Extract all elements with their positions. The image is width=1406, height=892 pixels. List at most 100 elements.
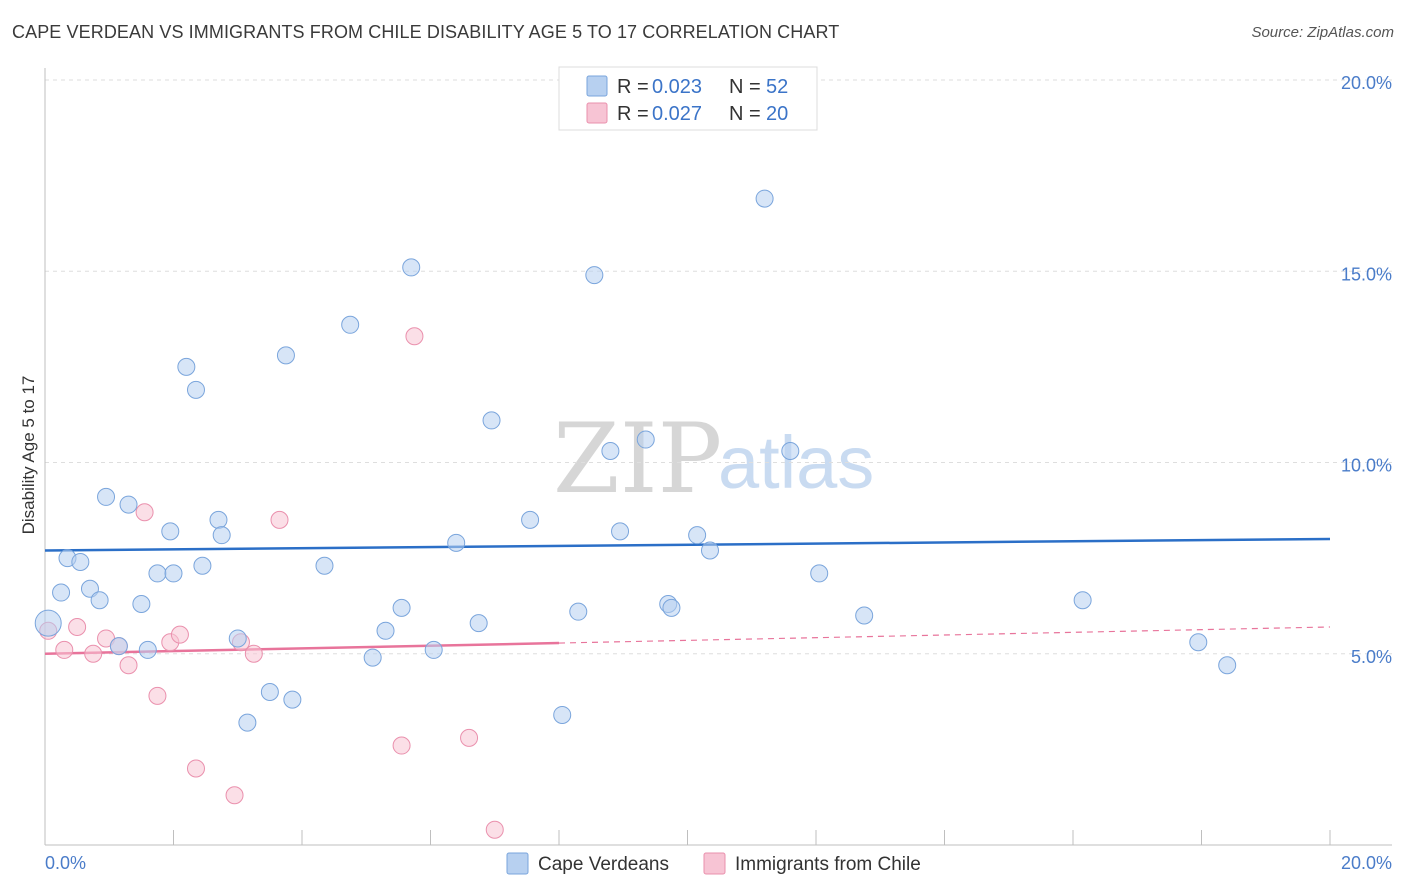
point-cape-verdeans-12: [161, 522, 180, 541]
point-cape-verdeans-6: [97, 487, 116, 506]
point-immigrants-chile-2: [68, 617, 87, 636]
point-immigrants-chile-11: [186, 759, 205, 778]
point-immigrants-chile-18: [460, 728, 479, 747]
point-immigrants-chile-10: [170, 625, 189, 644]
point-cape-verdeans-0: [34, 609, 62, 637]
point-cape-verdeans-35: [553, 705, 572, 724]
x-tick-label-min: 0.0%: [45, 853, 86, 873]
bottom-legend: Cape Verdeans Immigrants from Chile: [506, 852, 921, 875]
point-cape-verdeans-21: [260, 683, 279, 701]
point-immigrants-chile-1: [55, 640, 74, 659]
gridlines: [45, 79, 1392, 655]
trend-line-immigrants-chile-extension: [558, 626, 1331, 644]
scatter-points: [34, 189, 1237, 839]
point-cape-verdeans-31: [447, 533, 466, 552]
point-immigrants-chile-17: [405, 327, 424, 346]
point-cape-verdeans-5: [90, 591, 109, 610]
point-cape-verdeans-36: [569, 602, 588, 621]
legend-swatch-cape-verdeans: [586, 75, 608, 97]
point-cape-verdeans-51: [1218, 656, 1237, 675]
legend-r-value-1: 0.023: [652, 76, 702, 98]
point-cape-verdeans-26: [363, 648, 382, 667]
x-ticks: [44, 830, 1331, 845]
point-cape-verdeans-15: [186, 380, 205, 399]
watermark-zip: ZIP: [553, 403, 722, 515]
y-tick-label-10: 10.0%: [1341, 456, 1392, 476]
point-cape-verdeans-38: [601, 442, 620, 461]
point-cape-verdeans-9: [132, 595, 151, 614]
chart-title: CAPE VERDEAN VS IMMIGRANTS FROM CHILE DI…: [12, 22, 840, 42]
legend-r-value-2: 0.027: [652, 103, 702, 125]
point-immigrants-chile-15: [270, 510, 289, 529]
point-cape-verdeans-4: [80, 579, 99, 598]
point-cape-verdeans-27: [376, 621, 395, 640]
point-cape-verdeans-24: [315, 556, 334, 575]
top-legend: R = 0.023 N = 52 R = 0.027 N = 20: [558, 66, 818, 131]
point-immigrants-chile-3: [84, 644, 103, 663]
point-cape-verdeans-14: [177, 357, 196, 376]
point-cape-verdeans-13: [164, 564, 183, 583]
point-cape-verdeans-10: [138, 640, 157, 659]
point-immigrants-chile-12: [225, 786, 244, 805]
point-cape-verdeans-7: [109, 637, 128, 656]
point-cape-verdeans-20: [238, 713, 257, 732]
source-label: Source: ZipAtlas.com: [1251, 24, 1394, 41]
point-cape-verdeans-1: [52, 583, 71, 602]
bottom-legend-swatch-immigrants-chile: [703, 852, 726, 875]
point-immigrants-chile-14: [244, 644, 263, 663]
legend-n-label-1: N =: [729, 76, 761, 98]
point-cape-verdeans-18: [212, 526, 231, 545]
point-immigrants-chile-7: [135, 503, 154, 522]
legend-r-label-1: R =: [617, 76, 649, 98]
bottom-legend-label-cape-verdeans: Cape Verdeans: [538, 854, 669, 875]
point-cape-verdeans-47: [810, 564, 829, 583]
point-cape-verdeans-39: [611, 522, 630, 541]
bottom-legend-label-immigrants-chile: Immigrants from Chile: [735, 854, 921, 875]
point-cape-verdeans-49: [1073, 591, 1092, 610]
trend-lines: [44, 537, 1331, 655]
y-tick-label-20: 20.0%: [1341, 73, 1392, 93]
x-tick-label-max: 20.0%: [1341, 853, 1392, 873]
point-cape-verdeans-32: [469, 614, 488, 633]
point-cape-verdeans-19: [228, 629, 247, 648]
point-cape-verdeans-11: [148, 564, 167, 583]
bottom-legend-swatch-cape-verdeans: [506, 852, 529, 875]
point-cape-verdeans-50: [1189, 633, 1208, 652]
point-cape-verdeans-30: [424, 640, 443, 659]
point-cape-verdeans-23: [283, 690, 302, 709]
legend-n-label-2: N =: [729, 103, 761, 125]
y-tick-label-15: 15.0%: [1341, 264, 1392, 284]
y-axis-label: Disability Age 5 to 17: [19, 376, 38, 535]
point-cape-verdeans-44: [700, 541, 719, 560]
point-cape-verdeans-17: [209, 510, 228, 529]
point-cape-verdeans-22: [276, 346, 295, 365]
legend-n-value-1: 52: [766, 76, 788, 98]
point-cape-verdeans-29: [402, 258, 421, 277]
point-cape-verdeans-46: [781, 442, 800, 461]
legend-swatch-immigrants-chile: [586, 102, 608, 124]
point-cape-verdeans-42: [662, 598, 681, 617]
point-cape-verdeans-40: [636, 430, 655, 449]
point-cape-verdeans-37: [585, 266, 604, 285]
point-immigrants-chile-16: [392, 736, 411, 755]
point-cape-verdeans-34: [521, 510, 540, 529]
trend-line-immigrants-chile: [44, 641, 560, 655]
point-cape-verdeans-28: [392, 598, 411, 617]
legend-n-value-2: 20: [766, 103, 788, 125]
point-cape-verdeans-8: [119, 495, 138, 514]
point-immigrants-chile-8: [148, 686, 167, 705]
point-cape-verdeans-45: [755, 189, 774, 208]
y-tick-labels: 5.0% 10.0% 15.0% 20.0%: [1341, 73, 1392, 667]
point-immigrants-chile-6: [119, 656, 138, 675]
point-cape-verdeans-25: [341, 315, 360, 334]
point-cape-verdeans-48: [855, 606, 874, 625]
point-cape-verdeans-16: [193, 556, 212, 575]
y-tick-label-5: 5.0%: [1351, 647, 1392, 667]
point-cape-verdeans-33: [482, 411, 501, 430]
trend-line-cape-verdeans: [44, 537, 1331, 552]
point-immigrants-chile-19: [485, 820, 504, 839]
point-cape-verdeans-43: [688, 526, 707, 545]
point-cape-verdeans-3: [71, 552, 90, 571]
legend-r-label-2: R =: [617, 103, 649, 125]
